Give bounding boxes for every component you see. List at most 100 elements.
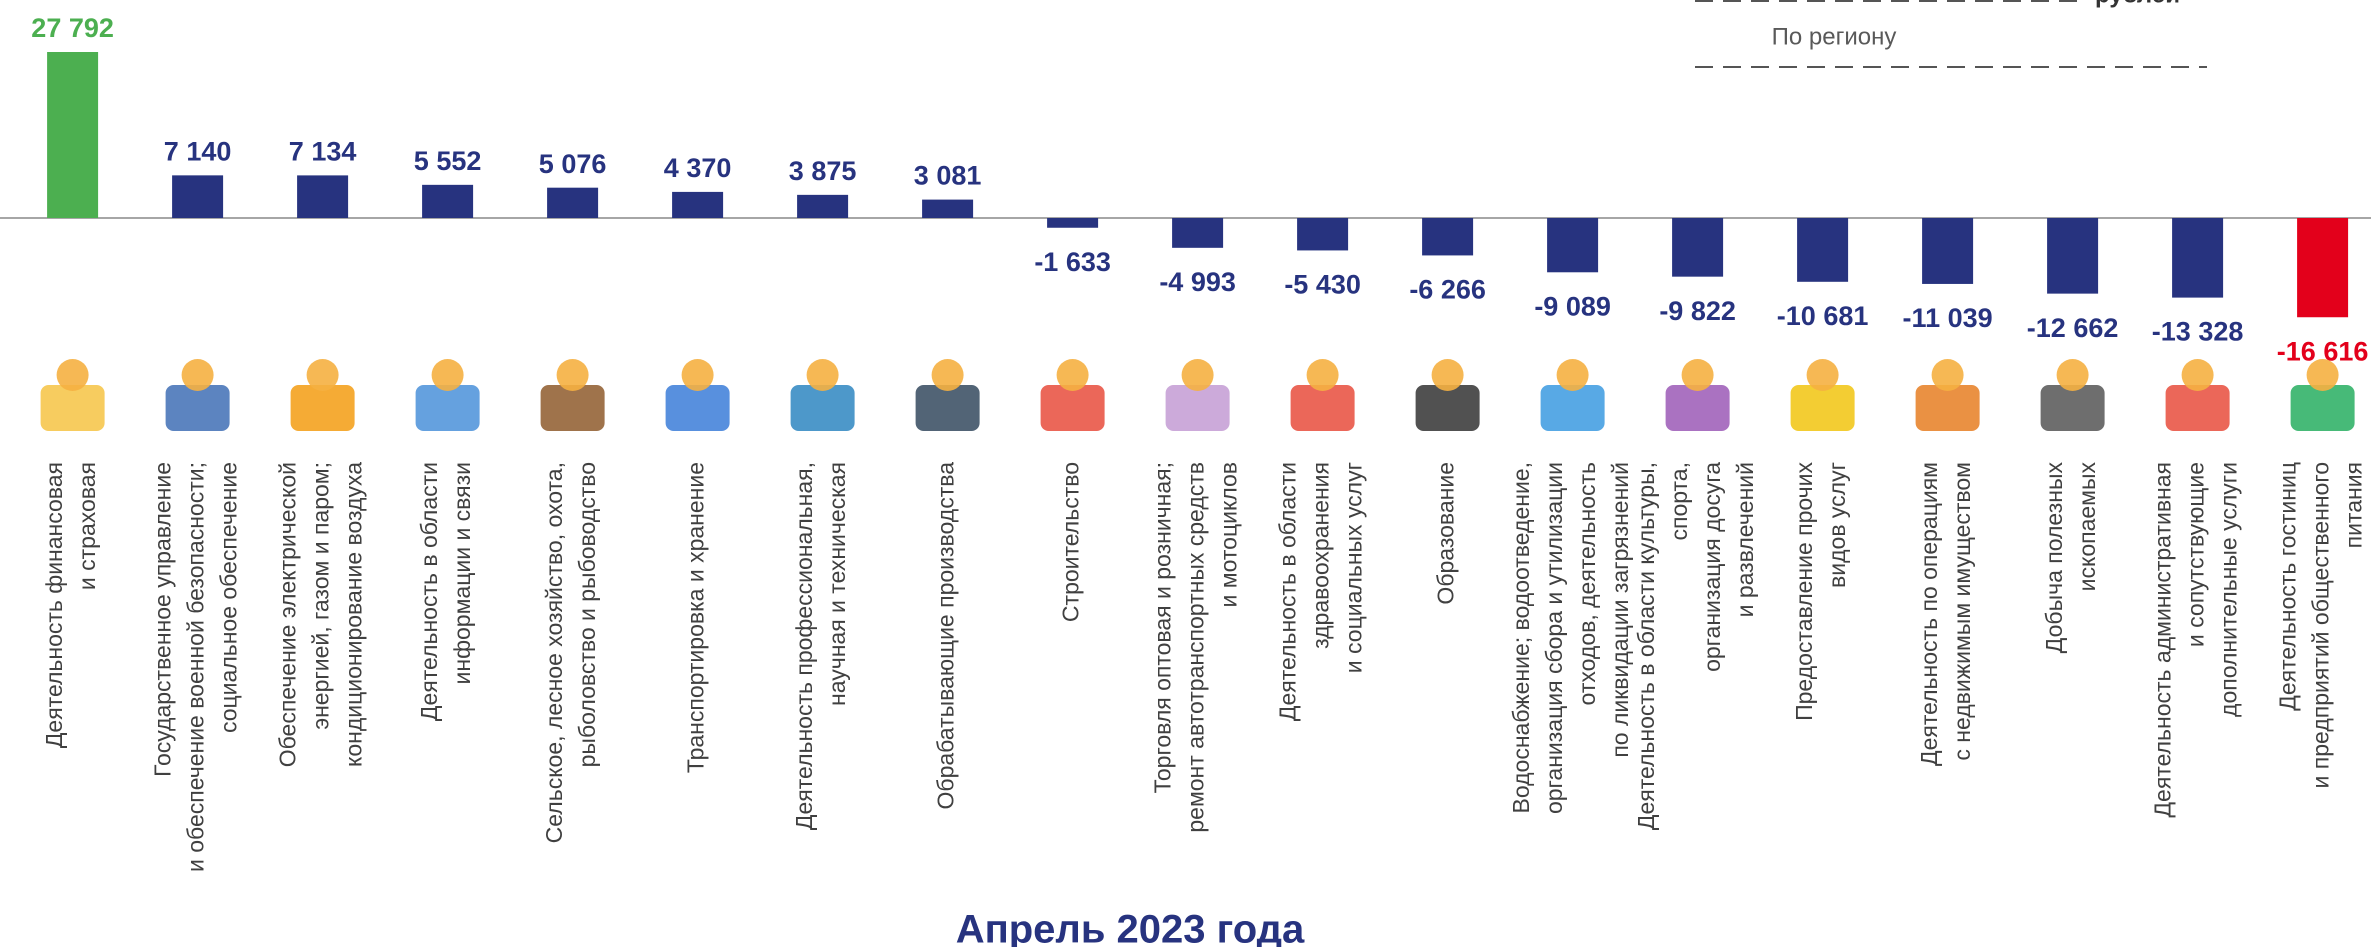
- category-icon: [1291, 359, 1355, 431]
- value-label: 5 076: [539, 149, 607, 179]
- value-label: -13 328: [2152, 317, 2244, 347]
- icon-body: [666, 385, 730, 431]
- icon-body: [2041, 385, 2105, 431]
- value-label: 3 875: [789, 156, 857, 186]
- category-label: Строительство: [1058, 462, 1084, 622]
- value-label: -9 089: [1534, 291, 1611, 321]
- icon-head: [2182, 359, 2214, 391]
- category-label: Обрабатывающие производства: [933, 462, 959, 810]
- icon-body: [1541, 385, 1605, 431]
- category-label: Образование: [1433, 462, 1459, 605]
- icon-head: [807, 359, 839, 391]
- value-label: -4 993: [1159, 267, 1236, 297]
- bar: [297, 175, 348, 218]
- icon-head: [1432, 359, 1464, 391]
- category-icon: [1541, 359, 1605, 431]
- bar: [672, 192, 723, 218]
- icon-body: [2291, 385, 2355, 431]
- value-label: 27 792: [31, 13, 114, 43]
- bar: [922, 200, 973, 218]
- icon-body: [916, 385, 980, 431]
- icon-body: [1791, 385, 1855, 431]
- category-icon: [2291, 359, 2355, 431]
- icon-body: [416, 385, 480, 431]
- category-icon: [1166, 359, 1230, 431]
- icon-head: [1807, 359, 1839, 391]
- icon-head: [182, 359, 214, 391]
- category-icon: [1041, 359, 1105, 431]
- category-icon: [666, 359, 730, 431]
- icon-head: [1182, 359, 1214, 391]
- chart-title: Апрель 2023 года: [956, 908, 1305, 947]
- icon-head: [1307, 359, 1339, 391]
- value-label: 4 370: [664, 153, 732, 183]
- chart: рублей По региону Апрель 2023 года 27 79…: [0, 0, 2371, 947]
- icon-head: [57, 359, 89, 391]
- icon-head: [1057, 359, 1089, 391]
- icon-body: [1666, 385, 1730, 431]
- value-label: 7 140: [164, 136, 232, 166]
- icon-body: [1916, 385, 1980, 431]
- value-label: -11 039: [1903, 303, 1993, 333]
- category-icon: [1666, 359, 1730, 431]
- icon-head: [432, 359, 464, 391]
- category-icon: [166, 359, 230, 431]
- icon-body: [41, 385, 105, 431]
- category-label: Деятельность профессиональная,научная и …: [791, 462, 850, 830]
- value-label: -10 681: [1777, 301, 1869, 331]
- icon-body: [791, 385, 855, 431]
- legend-label: По региону: [1772, 23, 1897, 50]
- units-note: рублей: [2095, 0, 2180, 8]
- icon-head: [1932, 359, 1964, 391]
- bar: [2172, 218, 2223, 298]
- bar: [1047, 218, 1098, 228]
- value-label: -5 430: [1284, 270, 1361, 300]
- bar: [1422, 218, 1473, 255]
- category-icon: [1791, 359, 1855, 431]
- category-icon: [416, 359, 480, 431]
- value-label: -12 662: [2027, 313, 2119, 343]
- icon-body: [1041, 385, 1105, 431]
- category-label: Транспортировка и хранение: [683, 462, 709, 773]
- bar: [1922, 218, 1973, 284]
- category-icon: [2166, 359, 2230, 431]
- bar: [172, 175, 223, 218]
- icon-head: [2057, 359, 2089, 391]
- category-icon: [1416, 359, 1480, 431]
- icon-body: [541, 385, 605, 431]
- category-label: Сельское, лесное хозяйство, охота,рыболо…: [541, 462, 600, 843]
- bar: [1547, 218, 1598, 272]
- value-label: 7 134: [289, 137, 357, 167]
- category-icon: [541, 359, 605, 431]
- value-label: -6 266: [1409, 275, 1486, 305]
- category-label: Торговля оптовая и розничная;ремонт авто…: [1150, 462, 1242, 833]
- category-icon: [2041, 359, 2105, 431]
- category-icon: [1916, 359, 1980, 431]
- icon-head: [1682, 359, 1714, 391]
- bar: [1672, 218, 1723, 277]
- value-label: 5 552: [414, 146, 482, 176]
- category-label: Водоснабжение; водоотведение,организация…: [1508, 462, 1633, 814]
- bar: [1172, 218, 1223, 248]
- icon-body: [1166, 385, 1230, 431]
- icon-body: [1291, 385, 1355, 431]
- category-icon: [41, 359, 105, 431]
- bar: [47, 52, 98, 218]
- category-icon: [916, 359, 980, 431]
- bar: [422, 185, 473, 218]
- bar: [1297, 218, 1348, 250]
- bar: [797, 195, 848, 218]
- category-label: Деятельность в области культуры,спорта,о…: [1633, 462, 1758, 830]
- icon-head: [2307, 359, 2339, 391]
- bar: [1797, 218, 1848, 282]
- value-label: -1 633: [1034, 247, 1111, 277]
